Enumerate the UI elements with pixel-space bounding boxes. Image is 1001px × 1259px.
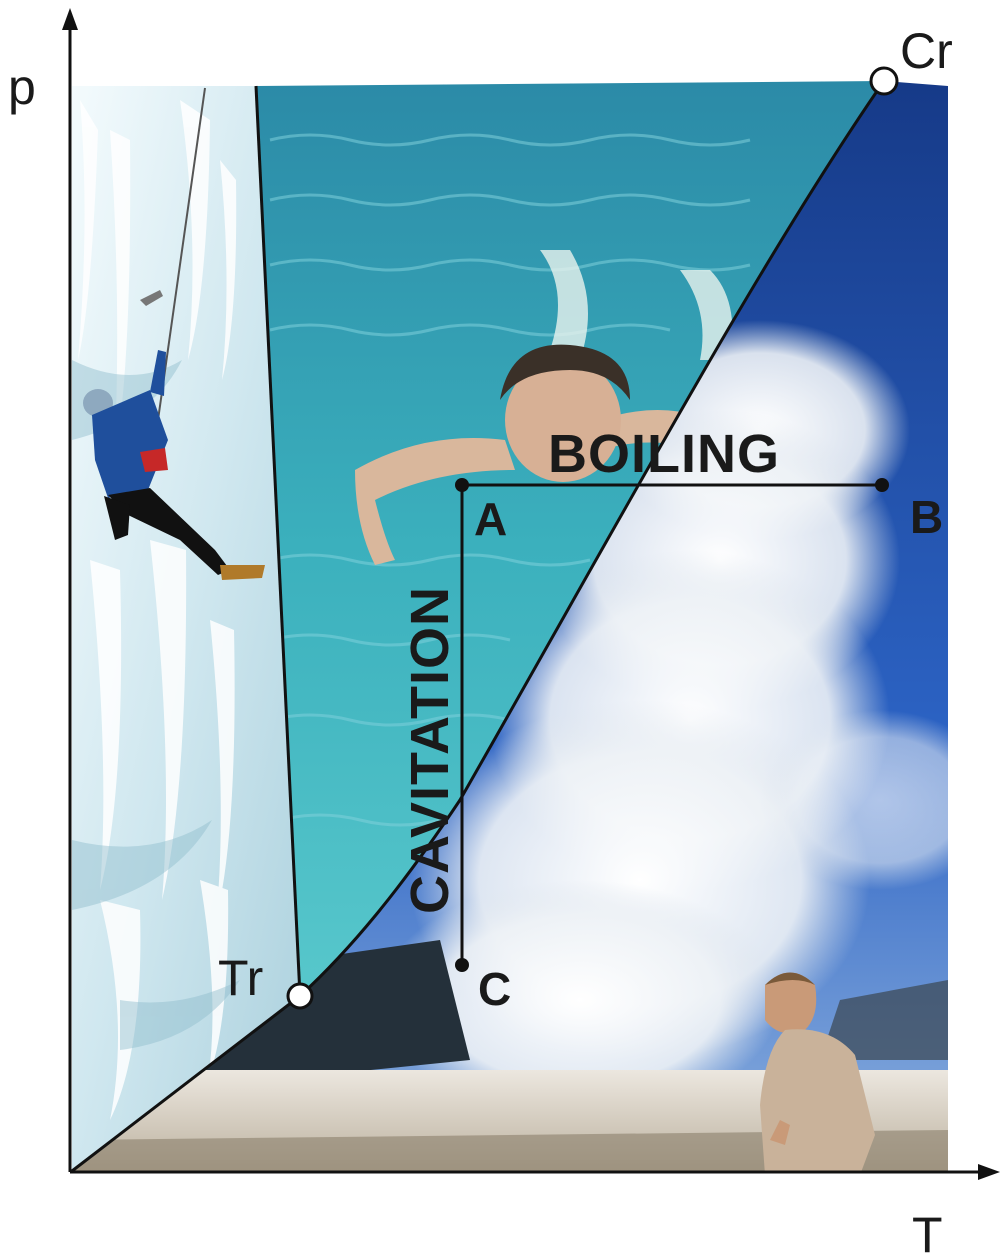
triple-point-label: Tr (218, 950, 263, 1006)
critical-point-marker (869, 66, 899, 96)
icicles (78, 100, 237, 1120)
vaporization-curve (298, 80, 886, 998)
triple-point-marker (286, 982, 314, 1010)
melting-curve (254, 85, 302, 997)
y-axis-arrow-icon (62, 8, 78, 30)
point-c-marker (455, 958, 469, 972)
critical-point-label: Cr (900, 23, 953, 79)
process-paths (460, 483, 882, 965)
point-c-label: C (478, 963, 511, 1015)
process-points (455, 478, 889, 972)
y-axis-label: p (8, 59, 36, 115)
ice-climber-figure (83, 290, 265, 580)
phase-boundaries (71, 80, 886, 1173)
water-ripples (269, 133, 751, 827)
boiling-label: BOILING (548, 424, 780, 484)
axes (62, 8, 1000, 1180)
x-axis-arrow-icon (978, 1164, 1000, 1180)
point-a-marker (455, 478, 469, 492)
sublimation-curve (71, 994, 301, 1173)
point-b-marker (875, 478, 889, 492)
standing-person-figure (760, 972, 875, 1171)
x-axis-label: T (912, 1207, 943, 1259)
point-a-label: A (474, 493, 507, 545)
solid-region (72, 86, 300, 1171)
point-b-label: B (910, 491, 943, 543)
cavitation-label: CAVITATION (400, 586, 460, 914)
